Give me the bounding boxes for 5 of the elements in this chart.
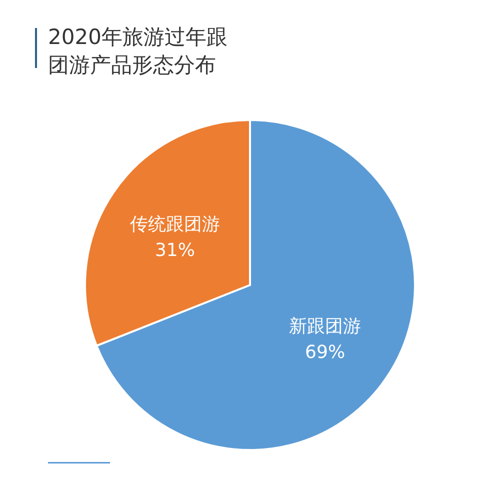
data-label: 69% [305, 342, 346, 364]
slice-label: 新跟团游 [289, 316, 362, 338]
chart-title: 2020年旅游过年跟团游产品形态分布 [48, 25, 228, 77]
data-label: 31% [154, 240, 195, 261]
slice-label: 传统跟团游 [130, 214, 220, 235]
